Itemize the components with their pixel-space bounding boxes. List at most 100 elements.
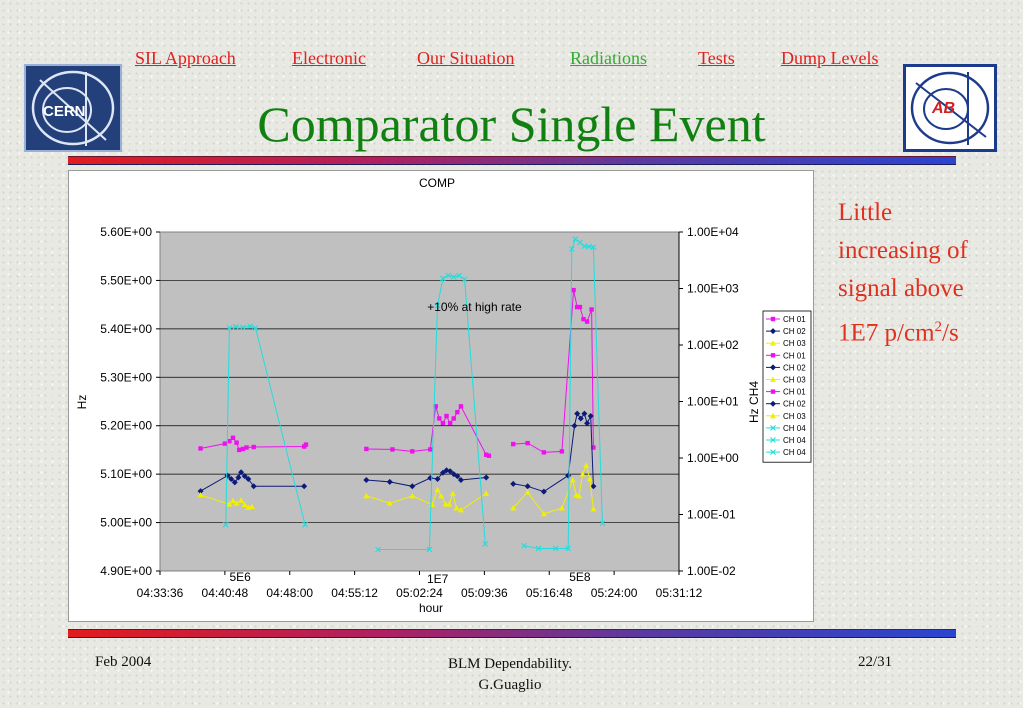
data-point	[525, 440, 530, 446]
data-point	[521, 542, 527, 549]
y-tick-label: 5.60E+00	[100, 225, 152, 239]
data-point	[569, 476, 576, 483]
series-ch-03	[510, 462, 597, 517]
y-tick-label: 5.10E+00	[100, 467, 152, 481]
y2-tick-label: 1.00E-02	[687, 564, 736, 578]
data-point	[770, 412, 776, 419]
data-point	[364, 446, 369, 452]
data-point	[581, 316, 586, 322]
chart-annotation: 5E8	[569, 570, 591, 584]
data-point	[770, 449, 776, 455]
data-point	[461, 276, 468, 283]
footer-page-number: 22/31	[858, 654, 893, 670]
legend-label: CH 01	[783, 315, 806, 324]
nav-link-our-situation[interactable]: Our Situation	[417, 48, 515, 68]
cern-logo-icon: CERN	[24, 64, 122, 152]
legend-entry: CH 01	[766, 351, 806, 360]
data-point	[568, 246, 575, 252]
y2-tick-label: 1.00E+01	[687, 395, 739, 409]
data-point	[770, 328, 776, 335]
data-point	[449, 490, 456, 496]
data-point	[577, 304, 583, 310]
legend-label: CH 03	[783, 376, 806, 385]
data-point	[248, 503, 255, 509]
data-point	[565, 545, 572, 552]
data-point	[540, 510, 547, 517]
y-tick-label: 5.50E+00	[100, 273, 152, 287]
series-ch-02	[510, 410, 597, 495]
x-axis-label: hour	[419, 601, 443, 615]
y-axis-label: Hz	[75, 395, 89, 410]
nav-link-dump-levels[interactable]: Dump Levels	[781, 48, 879, 68]
series-ch-01	[511, 287, 596, 455]
series-ch-03	[197, 491, 255, 510]
footer-center-line1: BLM Dependability.	[447, 656, 572, 672]
side-note-unit: /s	[942, 319, 959, 347]
x-tick-label: 05:16:48	[526, 586, 573, 600]
data-point	[584, 420, 591, 427]
data-point	[433, 404, 438, 409]
data-point	[447, 468, 454, 475]
data-point	[222, 441, 228, 446]
data-point	[599, 520, 606, 527]
legend-label: CH 03	[783, 339, 806, 348]
y-tick-label: 5.40E+00	[100, 322, 152, 336]
x-tick-label: 04:48:00	[266, 586, 313, 600]
legend-entry: CH 04	[766, 436, 806, 445]
y-tick-label: 5.20E+00	[100, 419, 152, 433]
data-point	[228, 475, 235, 482]
data-point	[770, 364, 776, 371]
series-line	[200, 471, 305, 492]
plot-area	[159, 231, 680, 572]
legend-label: CH 04	[783, 424, 806, 433]
data-point	[302, 521, 308, 528]
data-point	[450, 274, 457, 280]
y2-tick-label: 1.00E-01	[687, 508, 736, 522]
nav-link-sil-approach[interactable]: SIL Approach	[135, 48, 236, 68]
data-point	[589, 307, 594, 312]
x-tick-label: 05:24:00	[591, 586, 638, 600]
legend-label: CH 02	[783, 363, 806, 372]
data-point	[510, 480, 517, 487]
data-point	[251, 444, 256, 450]
footer-date: Feb 2004	[95, 654, 152, 670]
data-point	[229, 497, 236, 504]
data-point	[447, 421, 453, 426]
data-point	[770, 316, 776, 322]
comp-chart: COMP Hz Hz CH4 hour 4.90E+00 5.00E+00 5.10…	[75, 176, 812, 615]
nav-link-electronic[interactable]: Electronic	[292, 48, 366, 68]
data-point	[446, 501, 453, 507]
data-point	[250, 483, 257, 490]
legend-label: CH 02	[783, 327, 806, 336]
data-point	[483, 490, 490, 496]
chart-annotation: 1E7	[427, 572, 449, 586]
data-point	[454, 473, 461, 480]
data-point	[453, 505, 460, 511]
data-point	[301, 483, 308, 490]
legend-label: CH 02	[783, 400, 806, 409]
data-point	[770, 400, 776, 407]
data-point	[558, 505, 565, 511]
data-point	[576, 239, 583, 246]
data-point	[232, 323, 239, 330]
nav-link-tests[interactable]: Tests	[698, 48, 735, 68]
data-point	[241, 501, 248, 508]
y2-axis-label: Hz CH4	[747, 381, 761, 423]
y-tick-label: 4.90E+00	[100, 564, 152, 578]
data-point	[510, 505, 517, 511]
chart-annotation: +10% at high rate	[427, 300, 522, 314]
data-point	[458, 404, 464, 409]
data-point	[770, 425, 776, 431]
top-navigation: SIL Approach Electronic Our Situation Ra…	[0, 48, 1023, 72]
data-point	[245, 475, 252, 482]
data-point	[434, 486, 441, 493]
data-point	[577, 415, 584, 422]
data-point	[238, 469, 245, 476]
data-point	[457, 476, 464, 483]
legend-entry: CH 01	[766, 315, 806, 324]
x-tick-label: 05:09:36	[461, 586, 508, 600]
data-point	[486, 453, 492, 458]
bottom-divider	[68, 629, 956, 638]
data-point	[235, 474, 242, 481]
nav-link-radiations[interactable]: Radiations	[570, 48, 647, 68]
